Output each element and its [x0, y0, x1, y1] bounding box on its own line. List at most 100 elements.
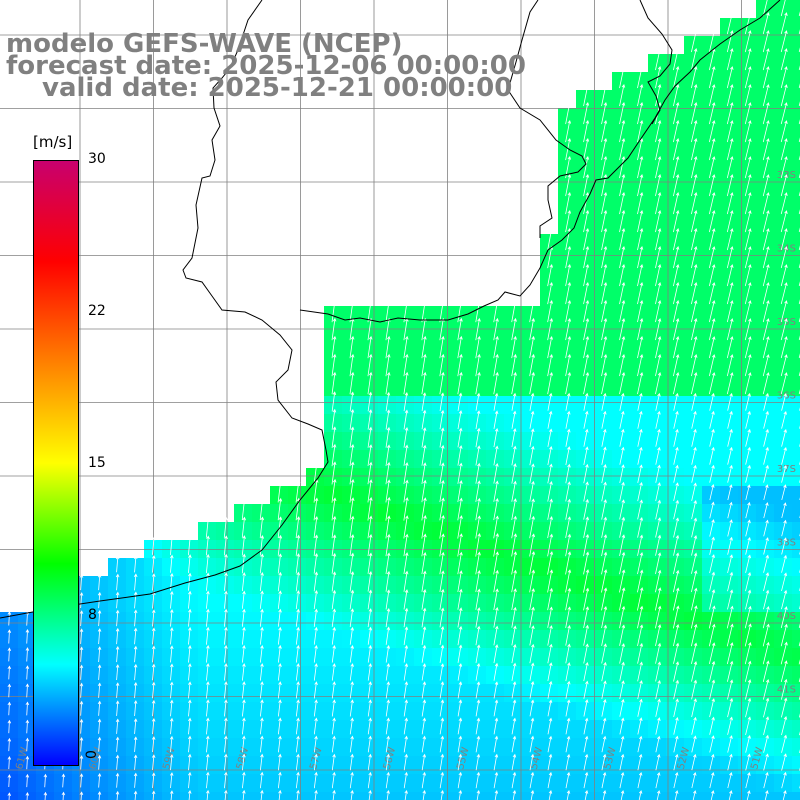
wind-arrow	[511, 588, 517, 611]
wind-arrow	[259, 498, 265, 521]
wind-arrow	[655, 120, 662, 143]
wind-arrow	[439, 514, 445, 539]
wind-arrow	[655, 661, 662, 682]
wind-arrow	[673, 66, 680, 89]
wind-arrow	[385, 444, 391, 466]
wind-arrow	[655, 336, 662, 359]
wind-cell	[792, 360, 800, 379]
wind-arrow	[457, 735, 463, 753]
wind-arrow	[511, 498, 517, 521]
wind-arrow	[403, 552, 409, 575]
wind-arrow	[619, 569, 626, 593]
wind-arrow	[295, 479, 301, 503]
wind-arrow	[637, 464, 643, 483]
wind-arrow	[547, 299, 554, 323]
wind-arrow	[457, 392, 463, 411]
wind-arrow	[331, 408, 337, 430]
wind-arrow	[493, 681, 499, 699]
wind-cell	[792, 666, 800, 685]
wind-arrow	[726, 210, 734, 233]
wind-arrow	[313, 516, 319, 539]
wind-arrow	[206, 663, 210, 681]
wind-arrow	[205, 553, 210, 574]
wind-arrow	[529, 515, 535, 539]
wind-arrow	[673, 517, 680, 538]
wind-arrow	[583, 101, 590, 125]
wind-arrow	[493, 497, 499, 521]
wind-arrow	[439, 299, 445, 323]
wind-arrow	[637, 587, 644, 611]
wind-arrow	[745, 554, 751, 573]
model-title: modelo GEFS-WAVE (NCEP)	[6, 29, 403, 59]
wind-arrow	[673, 246, 680, 269]
wind-arrow	[782, 790, 787, 800]
wind-arrow	[565, 335, 572, 359]
wind-arrow	[655, 735, 661, 753]
wind-arrow	[457, 299, 463, 323]
wind-arrow	[313, 681, 318, 699]
wind-cell	[576, 792, 595, 800]
wind-arrow	[439, 771, 445, 789]
wind-arrow	[97, 628, 102, 645]
wind-arrow	[727, 753, 733, 771]
wind-arrow	[691, 642, 698, 664]
wind-arrow	[709, 519, 715, 537]
wind-arrow	[547, 533, 554, 557]
wind-arrow	[691, 735, 697, 753]
wind-arrow	[744, 138, 752, 161]
wind-arrow	[762, 318, 770, 341]
wind-arrow	[439, 409, 445, 430]
wind-arrow	[726, 354, 734, 377]
wind-arrow	[565, 587, 572, 611]
wind-arrow	[565, 299, 572, 323]
wind-arrow	[151, 555, 156, 573]
wind-arrow	[709, 392, 715, 411]
wind-arrow	[295, 553, 301, 574]
wind-arrow	[331, 335, 337, 359]
wind-arrow	[565, 191, 572, 215]
wind-arrow	[313, 497, 319, 521]
wind-arrow	[457, 717, 463, 735]
wind-arrow	[188, 699, 192, 717]
wind-arrow	[637, 192, 644, 215]
wind-arrow	[529, 353, 535, 377]
wind-arrow	[61, 773, 66, 788]
wind-arrow	[457, 644, 463, 663]
wind-arrow	[529, 445, 535, 466]
wind-arrow	[601, 227, 608, 251]
wind-arrow	[708, 605, 716, 629]
wind-arrow	[708, 174, 716, 197]
wind-arrow	[691, 410, 697, 429]
wind-arrow	[709, 753, 715, 771]
wind-arrow	[762, 264, 770, 287]
wind-arrow	[655, 428, 661, 447]
wind-arrow	[583, 209, 590, 233]
wind-arrow	[691, 246, 698, 269]
wind-arrow	[708, 246, 716, 269]
wind-arrow	[475, 570, 481, 593]
wind-arrow	[673, 771, 679, 789]
wind-arrow	[529, 735, 535, 753]
wind-arrow	[439, 353, 445, 377]
wind-arrow	[709, 571, 716, 592]
wind-arrow	[457, 570, 463, 593]
wind-cell	[792, 90, 800, 109]
wind-arrow	[295, 735, 300, 753]
wind-arrow	[619, 698, 625, 717]
wind-arrow	[762, 641, 770, 665]
wind-arrow	[726, 84, 734, 107]
wind-arrow	[655, 318, 662, 341]
wind-arrow	[511, 625, 517, 646]
wind-arrow	[691, 446, 697, 465]
wind-arrow	[331, 735, 336, 753]
wind-arrow	[762, 300, 770, 323]
wind-arrow	[780, 120, 788, 143]
wind-arrow	[529, 498, 535, 520]
wind-arrow	[386, 789, 390, 800]
wind-arrow	[115, 627, 120, 645]
wind-arrow	[727, 410, 733, 429]
wind-arrow	[133, 736, 138, 752]
wind-arrow	[241, 681, 246, 699]
wind-arrow	[133, 663, 138, 681]
wind-arrow	[690, 623, 698, 647]
